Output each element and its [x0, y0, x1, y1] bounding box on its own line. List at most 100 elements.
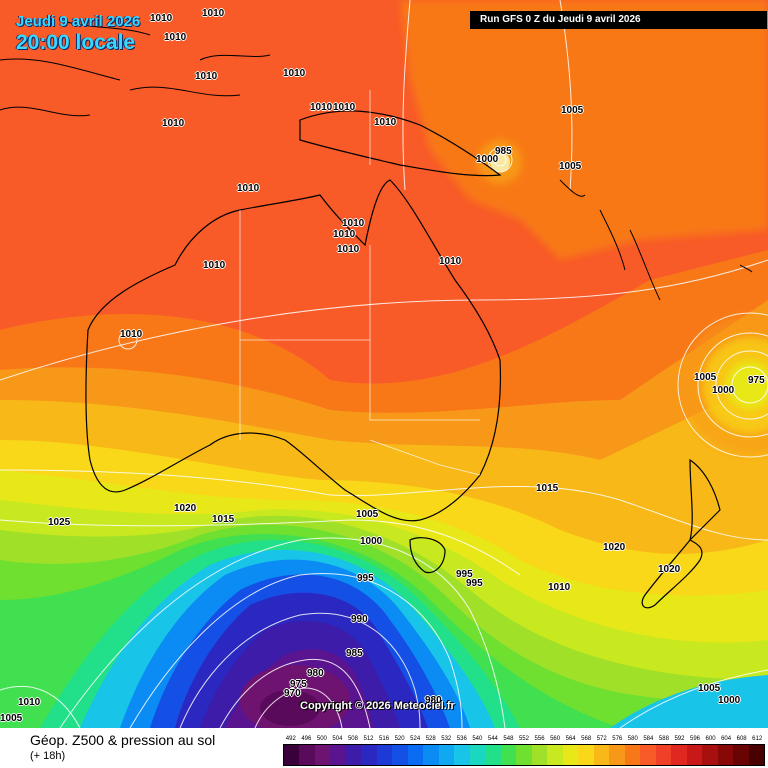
scale-swatch [516, 745, 532, 765]
scale-label: 512 [363, 736, 374, 742]
pressure-label: 1010 [162, 118, 185, 129]
scale-swatch [717, 745, 734, 765]
scale-swatch [469, 745, 486, 765]
scale-label: 612 [752, 736, 763, 742]
scale-label: 584 [643, 736, 654, 742]
scale-swatch [624, 745, 641, 765]
pressure-label: 1025 [48, 517, 71, 528]
scale-swatch [578, 745, 594, 765]
scale-label: 580 [627, 736, 638, 742]
scale-swatch [686, 745, 703, 765]
scale-label: 508 [347, 736, 358, 742]
pressure-label: 1015 [536, 483, 559, 494]
scale-swatch [376, 745, 393, 765]
weather-map: Jeudi 9 avril 2026 20:00 locale Run GFS … [0, 0, 768, 728]
pressure-label: 1020 [603, 542, 626, 553]
pressure-label: 1005 [698, 683, 721, 694]
scale-label: 596 [689, 736, 700, 742]
scale-label: 556 [534, 736, 545, 742]
isobar-line [0, 685, 81, 728]
pressure-label: 1010 [237, 183, 260, 194]
pressure-label: 985 [495, 146, 512, 157]
isobar-ring [697, 332, 768, 438]
scale-swatch [671, 745, 687, 765]
pressure-label: 1005 [0, 713, 23, 724]
new-guinea-coastline [299, 110, 502, 177]
pressure-label: 1020 [174, 503, 197, 514]
scale-swatch [345, 745, 362, 765]
pressure-label: 1010 [164, 32, 187, 43]
isobar-line [129, 573, 463, 728]
scale-swatch [547, 745, 563, 765]
scale-label: 552 [518, 736, 529, 742]
z500-band-584 [400, 0, 768, 260]
pressure-label: 1010 [195, 71, 218, 82]
pressure-label: 1020 [658, 564, 681, 575]
pressure-label: 1010 [310, 102, 333, 113]
forecast-lead-time: (+ 18h) [30, 750, 66, 762]
scale-swatch [284, 745, 300, 765]
pressure-label: 1010 [18, 697, 41, 708]
scale-swatch [314, 745, 331, 765]
scale-swatch [640, 745, 656, 765]
scale-label: 568 [581, 736, 592, 742]
scale-label: 548 [503, 736, 514, 742]
pressure-label: 980 [307, 668, 324, 679]
pressure-label: 975 [290, 679, 307, 690]
color-scale-legend: 492 496 500 504 508 512 516 520 524 528 532 536 540 5… [283, 734, 765, 766]
scale-label: 492 [285, 736, 296, 742]
pressure-label: 990 [351, 614, 368, 625]
map-footer: Géop. Z500 & pression au sol (+ 18h) 492… [0, 728, 768, 768]
pacific-islands-coastline [559, 179, 753, 301]
scale-label: 576 [612, 736, 623, 742]
z500-band-bottom-right [610, 675, 768, 728]
pressure-label: 1010 [333, 102, 356, 113]
scale-swatch [392, 745, 408, 765]
pressure-label: 1005 [694, 372, 717, 383]
isobar-ring [118, 330, 138, 350]
scale-label: 528 [425, 736, 436, 742]
scale-label: 524 [410, 736, 421, 742]
pressure-label: 1010 [333, 229, 356, 240]
scale-label: 588 [658, 736, 669, 742]
scale-swatch [562, 745, 579, 765]
scale-swatch [748, 745, 765, 765]
scale-label: 604 [721, 736, 732, 742]
pressure-label: 995 [456, 569, 473, 580]
scale-swatch [361, 745, 377, 765]
border-line [369, 340, 480, 421]
pressure-label: 1010 [374, 117, 397, 128]
z500-field [0, 0, 768, 728]
pressure-label: 1010 [337, 244, 360, 255]
scale-swatch [407, 745, 424, 765]
isobar-line [0, 469, 768, 541]
isobars [0, 0, 768, 728]
indonesia-coastline [0, 19, 271, 117]
scale-swatch [609, 745, 625, 765]
new-zealand-coastline [641, 458, 721, 609]
isobar-line [254, 687, 343, 728]
scale-label: 504 [332, 736, 343, 742]
pressure-label: 1000 [718, 695, 741, 706]
scale-swatch [454, 745, 470, 765]
pressure-label: 980 [425, 695, 442, 706]
scale-swatch [593, 745, 610, 765]
isobar-line [0, 519, 521, 576]
copyright-text: Copyright © 2026 Meteociel.fr [300, 700, 455, 712]
scale-swatch [485, 745, 501, 765]
scale-label: 540 [472, 736, 483, 742]
pressure-label: 1010 [548, 582, 571, 593]
scale-label: 608 [736, 736, 747, 742]
scale-swatch [655, 745, 672, 765]
isobar-ring [487, 147, 513, 173]
pressure-label: 1015 [212, 514, 235, 525]
scale-swatch [733, 745, 749, 765]
scale-label: 592 [674, 736, 685, 742]
pressure-label: 1000 [712, 385, 735, 396]
scale-label: 532 [441, 736, 452, 742]
scale-label: 500 [316, 736, 327, 742]
pressure-label: 975 [748, 375, 765, 386]
scale-label: 564 [565, 736, 576, 742]
run-info: Run GFS 0 Z du Jeudi 9 avril 2026 [470, 11, 767, 29]
tasmania-coastline [409, 537, 446, 574]
